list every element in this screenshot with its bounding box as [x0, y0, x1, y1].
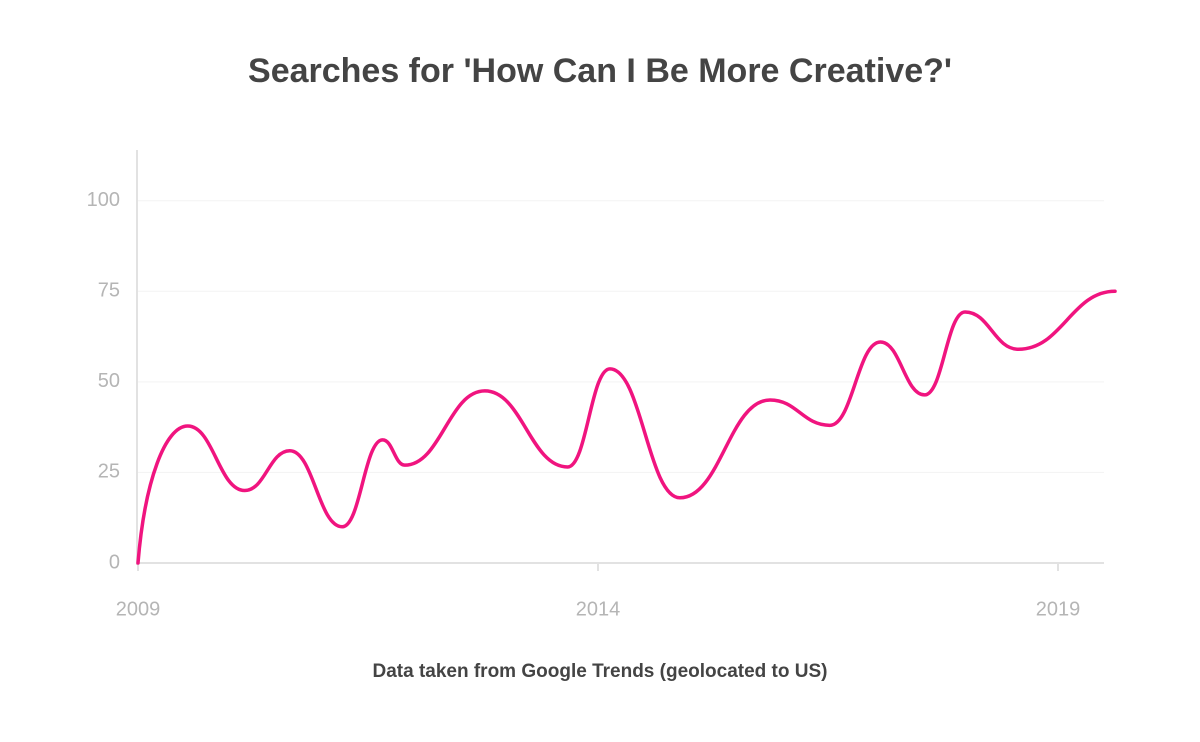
y-tick-label: 75	[98, 280, 120, 302]
y-tick-label: 50	[98, 370, 120, 392]
x-tick-label: 2009	[116, 598, 161, 620]
y-tick-label: 100	[87, 189, 120, 211]
x-axis-label: Data taken from Google Trends (geolocate…	[372, 661, 827, 682]
line-series	[136, 289, 1117, 565]
x-tick-label: 2019	[1036, 598, 1081, 620]
y-tick-label: 25	[98, 461, 120, 483]
x-tick-label: 2014	[576, 598, 621, 620]
chart-title: Searches for 'How Can I Be More Creative…	[248, 52, 952, 90]
y-tick-label: 0	[109, 551, 120, 573]
